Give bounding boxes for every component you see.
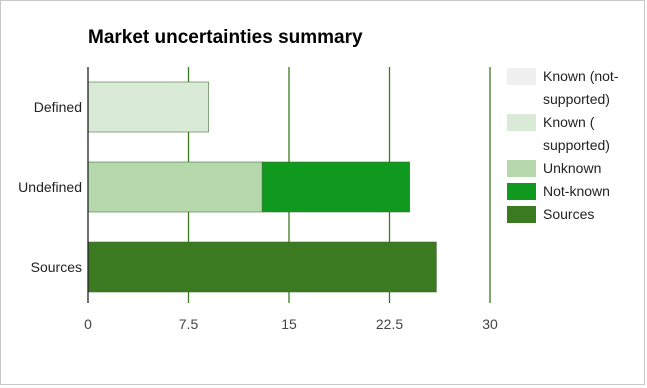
chart-legend: Known (not-supported) Known ( supported) Un… (507, 65, 642, 226)
legend-item: Sources (507, 203, 642, 226)
legend-item: Known (not-supported) (507, 65, 642, 111)
legend-item: Unknown (507, 157, 642, 180)
y-tick-label: Undefined (18, 179, 82, 195)
legend-item: Known ( supported) (507, 111, 642, 157)
bar-undefined-series-3 (261, 161, 410, 213)
legend-label: Known (not- (543, 68, 619, 84)
x-tick-label: 30 (482, 316, 498, 332)
legend-swatch (507, 206, 536, 223)
bar-sources-series-4 (87, 241, 437, 293)
legend-label: supported) (543, 91, 610, 107)
x-tick-label: 15 (281, 316, 297, 332)
y-tick-label: Defined (34, 99, 82, 115)
chart-title: Market uncertainties summary (88, 27, 363, 48)
legend-swatch (507, 183, 536, 200)
legend-label: Sources (543, 206, 595, 222)
legend-label: Unknown (543, 160, 602, 176)
legend-item: Not-known (507, 180, 642, 203)
x-tick-label: 7.5 (179, 316, 199, 332)
legend-swatch (507, 160, 536, 177)
legend-swatch (507, 114, 536, 131)
legend-label: Not-known (543, 183, 610, 199)
y-tick-label: Sources (31, 259, 82, 275)
x-tick-label: 0 (84, 316, 92, 332)
bar-defined-series-1 (87, 81, 209, 133)
legend-swatch (507, 68, 536, 85)
bar-undefined-series-2 (87, 161, 263, 213)
legend-label: supported) (543, 137, 610, 153)
legend-label: Known ( (543, 114, 595, 130)
x-tick-label: 22.5 (376, 316, 403, 332)
